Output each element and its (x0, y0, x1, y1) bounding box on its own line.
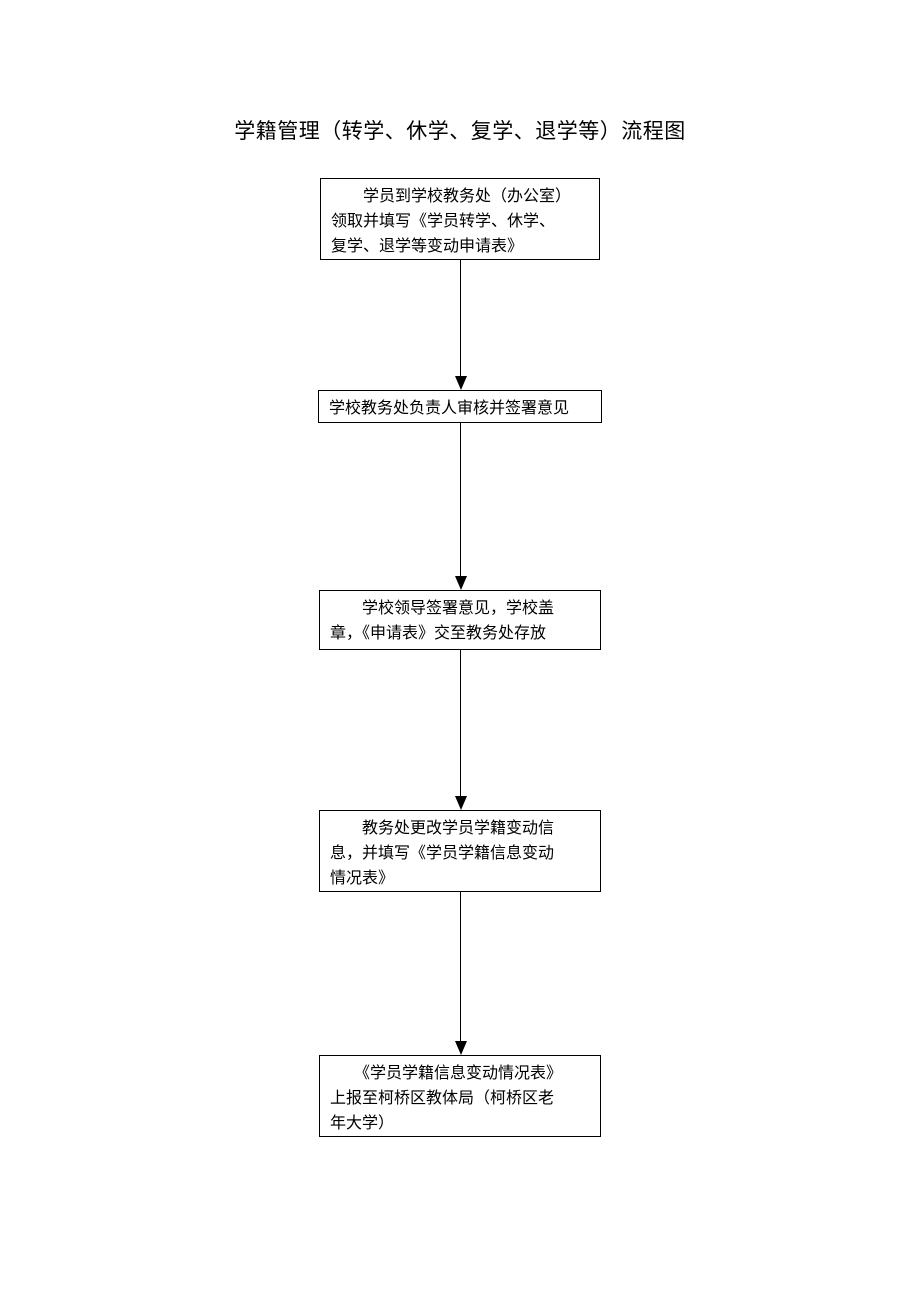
arrow-line (460, 892, 461, 1041)
arrow-head-icon (455, 796, 467, 810)
arrow-head-icon (455, 376, 467, 390)
arrow-head-icon (455, 1041, 467, 1055)
flow-node: 学校教务处负责人审核并签署意见 (318, 390, 602, 423)
flow-node: 学员到学校教务处（办公室）领取并填写《学员转学、休学、复学、退学等变动申请表》 (320, 178, 600, 260)
arrow-line (460, 650, 461, 796)
arrow-line (460, 423, 461, 576)
flow-node: 《学员学籍信息变动情况表》上报至柯桥区教体局（柯桥区老年大学） (319, 1055, 601, 1137)
flow-node: 学校领导签署意见，学校盖章，《申请表》交至教务处存放 (319, 590, 601, 650)
arrow-head-icon (455, 576, 467, 590)
arrow-line (460, 260, 461, 376)
flow-node: 教务处更改学员学籍变动信息，并填写《学员学籍信息变动情况表》 (319, 810, 601, 892)
page-title: 学籍管理（转学、休学、复学、退学等）流程图 (0, 115, 920, 145)
